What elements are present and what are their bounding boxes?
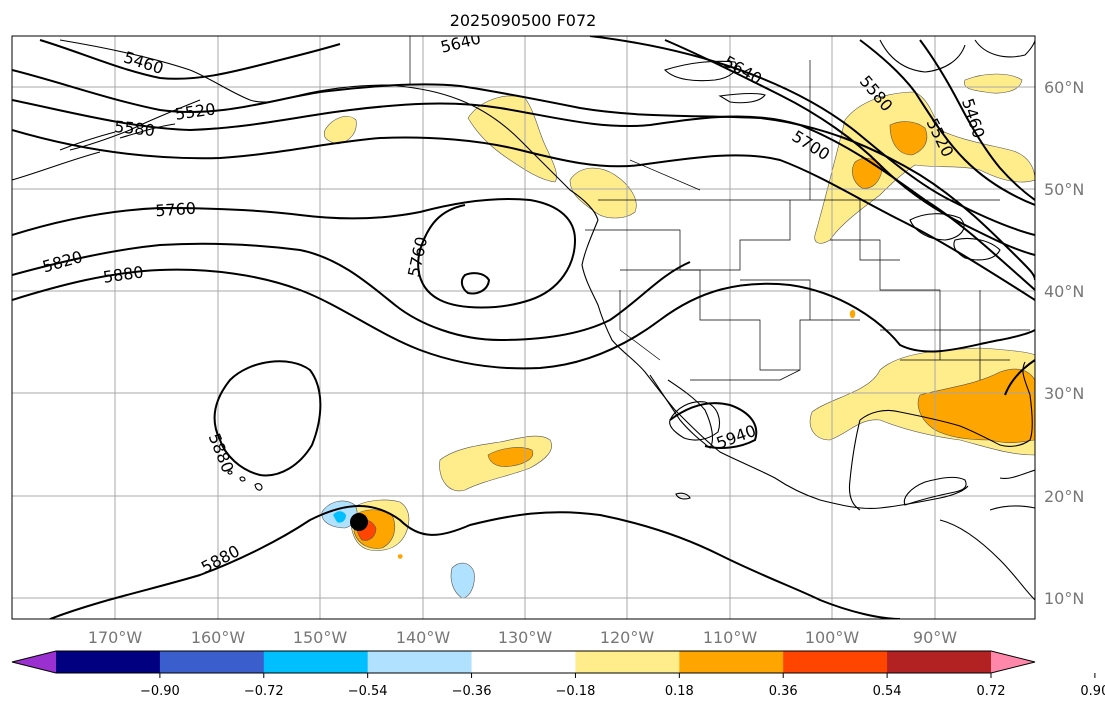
state-borders [409,36,1030,381]
lon-label: 100°W [805,628,860,647]
colorbar-tick-label: −0.54 [348,684,388,699]
contour-label: 5760 [155,199,197,221]
colorbar-tick-label: 0.18 [665,684,694,699]
contour-label: 5580 [113,117,155,140]
colorbar-tick-label: −0.36 [452,684,492,699]
colorbar-tick-label: 0.90 [1080,684,1105,699]
lon-label: 160°W [191,628,246,647]
longitude-labels: 170°W 160°W 150°W 140°W 130°W 120°W 110°… [88,628,957,647]
shading-layer [321,73,1035,599]
lon-label: 130°W [498,628,553,647]
map-frame [11,35,1036,620]
colorbar-tick-label: −0.18 [556,684,596,699]
colorbar-segment [575,651,680,673]
colorbar-tick-label: 0.54 [873,684,902,699]
colorbar-segment [887,651,992,673]
lat-label: 40°N [1044,282,1084,301]
colorbar-tick-label: −0.72 [244,684,284,699]
lon-label: 120°W [600,628,655,647]
lon-label: 110°W [703,628,758,647]
colorbar-segment [263,651,369,673]
lat-label: 60°N [1044,78,1084,97]
colorbar-extend-low [12,651,56,673]
coastlines [12,39,1035,601]
lon-label: 90°W [913,628,957,647]
colorbar-tick-label: 0.72 [977,684,1006,699]
lat-label: 30°N [1044,384,1084,403]
lon-label: 170°W [88,628,143,647]
lat-label: 20°N [1044,487,1084,506]
colorbar-segment [679,651,784,673]
latitude-labels: 60°N 50°N 40°N 30°N 20°N 10°N [1044,78,1084,608]
colorbar-segment [56,651,161,673]
colorbar: −0.90 −0.72 −0.54 −0.36 −0.18 0.18 0.36 0.54 0.7… [11,650,1105,699]
storm-center-marker [350,513,368,531]
lat-label: 10°N [1044,589,1084,608]
lon-label: 150°W [293,628,348,647]
figure-title: 2025090500 F072 [450,11,597,30]
gridlines [12,36,1035,619]
map-panel: 5460 5520 5580 5640 5760 5820 5880 5760 … [12,36,1035,619]
lon-label: 140°W [396,628,451,647]
colorbar-segment [471,651,576,673]
lat-label: 50°N [1044,180,1084,199]
colorbar-segment [159,651,265,673]
height-contours [12,36,1035,619]
colorbar-segment [783,651,888,673]
colorbar-segment [367,651,473,673]
colorbar-tick-label: 0.36 [769,684,798,699]
colorbar-extend-high [991,651,1035,673]
colorbar-tick-label: −0.90 [140,684,180,699]
colorbar-outline [11,650,1036,674]
